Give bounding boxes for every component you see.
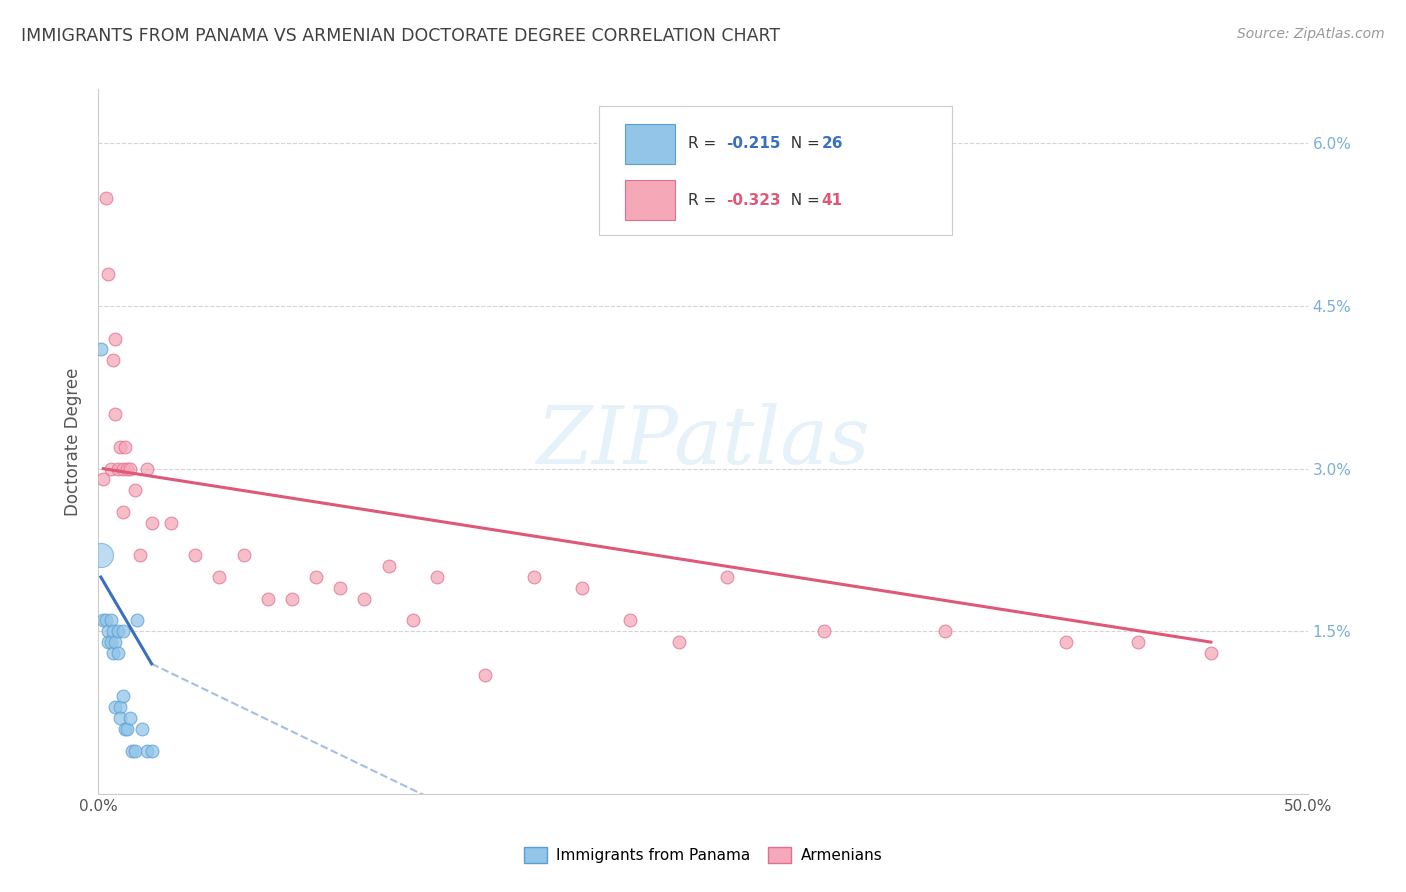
Point xyxy=(353,591,375,606)
Point xyxy=(104,332,127,346)
Text: R =: R = xyxy=(688,193,721,208)
Point xyxy=(111,461,134,475)
Point xyxy=(91,473,114,487)
Point xyxy=(135,461,157,475)
Point xyxy=(97,267,120,281)
Text: ZIPatlas: ZIPatlas xyxy=(536,403,870,480)
Point xyxy=(101,646,124,660)
Point xyxy=(108,711,131,725)
Text: Source: ZipAtlas.com: Source: ZipAtlas.com xyxy=(1237,27,1385,41)
Point xyxy=(523,570,546,584)
Point xyxy=(108,440,131,454)
Point xyxy=(571,581,593,595)
Point xyxy=(94,191,117,205)
Point xyxy=(90,343,112,357)
Text: -0.323: -0.323 xyxy=(727,193,782,208)
Point xyxy=(104,408,127,422)
Point xyxy=(813,624,835,639)
Point xyxy=(107,461,129,475)
Point xyxy=(402,614,425,628)
Point xyxy=(377,559,399,574)
Point xyxy=(141,516,163,530)
Point xyxy=(104,635,127,649)
Point xyxy=(208,570,231,584)
Text: -0.215: -0.215 xyxy=(727,136,780,152)
Point xyxy=(128,549,150,563)
Point xyxy=(160,516,183,530)
Point xyxy=(934,624,956,639)
Point xyxy=(107,624,129,639)
Point xyxy=(117,722,139,736)
Point xyxy=(232,549,254,563)
Text: 41: 41 xyxy=(821,193,842,208)
Text: N =: N = xyxy=(780,136,824,152)
Point xyxy=(101,624,124,639)
Point xyxy=(97,624,120,639)
Point xyxy=(100,461,122,475)
Point xyxy=(426,570,449,584)
Point xyxy=(281,591,304,606)
Text: R =: R = xyxy=(688,136,721,152)
Point xyxy=(101,353,124,368)
Point xyxy=(329,581,352,595)
Text: N =: N = xyxy=(780,193,824,208)
Point xyxy=(107,646,129,660)
Point xyxy=(108,700,131,714)
Point xyxy=(114,722,136,736)
Point xyxy=(100,635,122,649)
Point xyxy=(121,743,143,757)
Text: IMMIGRANTS FROM PANAMA VS ARMENIAN DOCTORATE DEGREE CORRELATION CHART: IMMIGRANTS FROM PANAMA VS ARMENIAN DOCTO… xyxy=(21,27,780,45)
Point xyxy=(305,570,328,584)
Point xyxy=(100,614,122,628)
Point xyxy=(131,722,153,736)
Point xyxy=(135,743,157,757)
Point xyxy=(141,743,163,757)
Point xyxy=(94,614,117,628)
Point xyxy=(256,591,278,606)
Point xyxy=(111,690,134,704)
Point xyxy=(124,483,146,498)
Text: 26: 26 xyxy=(821,136,842,152)
Point xyxy=(127,614,149,628)
Point xyxy=(104,700,127,714)
Point xyxy=(184,549,207,563)
Point xyxy=(111,505,134,519)
Legend: Immigrants from Panama, Armenians: Immigrants from Panama, Armenians xyxy=(516,839,890,871)
Point xyxy=(117,461,139,475)
Point xyxy=(716,570,738,584)
Point xyxy=(1128,635,1150,649)
Point xyxy=(90,549,112,563)
Point xyxy=(1199,646,1222,660)
Point xyxy=(118,711,141,725)
Point xyxy=(111,624,134,639)
Point xyxy=(91,614,114,628)
Point xyxy=(474,667,496,681)
Point xyxy=(619,614,641,628)
Point xyxy=(118,461,141,475)
Point xyxy=(114,440,136,454)
Point xyxy=(1054,635,1077,649)
Point xyxy=(668,635,690,649)
Point xyxy=(124,743,146,757)
Y-axis label: Doctorate Degree: Doctorate Degree xyxy=(65,368,83,516)
Point xyxy=(97,635,120,649)
